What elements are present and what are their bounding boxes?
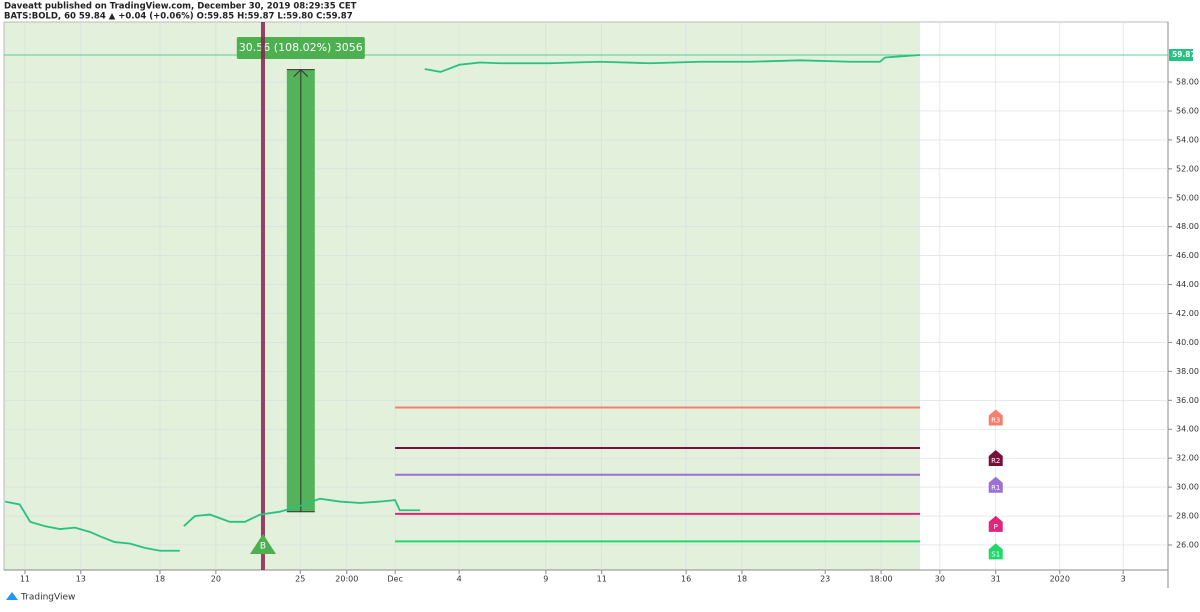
y-tick-label: 44.00 bbox=[1176, 280, 1199, 289]
x-tick-label: 30 bbox=[935, 575, 945, 584]
y-tick-label: 54.00 bbox=[1176, 135, 1199, 144]
watermark: TradingView bbox=[20, 593, 75, 603]
last-price-box bbox=[1169, 48, 1193, 61]
x-tick-label: 11 bbox=[597, 575, 607, 584]
x-tick-label: 20:00 bbox=[335, 575, 358, 584]
x-tick-label: 4 bbox=[457, 575, 462, 584]
signal-marker bbox=[249, 534, 276, 554]
logo bbox=[6, 592, 18, 600]
y-tick-label: 38.00 bbox=[1176, 367, 1199, 376]
pivot-marker bbox=[988, 515, 1003, 532]
y-tick-label: 28.00 bbox=[1176, 512, 1199, 521]
pivot-marker bbox=[988, 450, 1003, 467]
measure-label-box bbox=[236, 37, 365, 59]
y-tick-label: 32.00 bbox=[1176, 454, 1199, 463]
x-tick-label: 13 bbox=[76, 575, 86, 584]
x-tick-label: 18 bbox=[155, 575, 165, 584]
price-line bbox=[4, 54, 921, 552]
y-tick-label: 36.00 bbox=[1176, 396, 1199, 405]
x-tick-label: 9 bbox=[543, 575, 548, 584]
pivot-label: R1 bbox=[991, 484, 1000, 492]
x-tick-label: 2020 bbox=[1050, 575, 1070, 584]
measure-label: 30.56 (108.02%) 3056 bbox=[239, 41, 363, 54]
x-tick-label: 3 bbox=[1121, 575, 1126, 584]
x-tick-label: 18 bbox=[737, 575, 747, 584]
y-tick-label: 46.00 bbox=[1176, 251, 1199, 260]
pivot-label: P bbox=[994, 523, 998, 531]
y-tick-label: 58.00 bbox=[1176, 78, 1199, 87]
pivot-label: R2 bbox=[991, 457, 1000, 465]
pivot-marker bbox=[988, 543, 1003, 560]
y-tick-label: 40.00 bbox=[1176, 338, 1199, 347]
ticker-info: BATS:BOLD, 60 59.84 ▲ +0.04 (+0.06%) O:5… bbox=[4, 12, 353, 22]
y-tick-label: 50.00 bbox=[1176, 193, 1199, 202]
y-tick-label: 56.00 bbox=[1176, 106, 1199, 115]
x-tick-label: 11 bbox=[20, 575, 30, 584]
y-tick-label: 30.00 bbox=[1176, 483, 1199, 492]
pivot-marker bbox=[988, 476, 1003, 493]
x-tick-label: 18:00 bbox=[870, 575, 893, 584]
y-tick-label: 34.00 bbox=[1176, 425, 1199, 434]
signal-label: B bbox=[260, 542, 266, 552]
y-tick-label: 52.00 bbox=[1176, 164, 1199, 173]
x-tick-label: 23 bbox=[820, 575, 830, 584]
pivot-label: S1 bbox=[991, 550, 1000, 558]
x-tick-label: 16 bbox=[681, 575, 691, 584]
last-price-label: 59.87 bbox=[1172, 50, 1196, 59]
x-tick-label: 20 bbox=[211, 575, 221, 584]
session-background bbox=[4, 22, 920, 570]
x-tick-label: Dec bbox=[387, 575, 402, 584]
y-tick-label: 48.00 bbox=[1176, 222, 1199, 231]
x-tick-label: 25 bbox=[295, 575, 305, 584]
publish-info: Daveatt published on TradingView.com, De… bbox=[4, 2, 357, 12]
y-tick-label: 26.00 bbox=[1176, 540, 1199, 549]
pivot-label: R3 bbox=[991, 417, 1000, 425]
pivot-marker bbox=[988, 409, 1003, 426]
x-tick-label: 31 bbox=[991, 575, 1001, 584]
y-tick-label: 42.00 bbox=[1176, 309, 1199, 318]
